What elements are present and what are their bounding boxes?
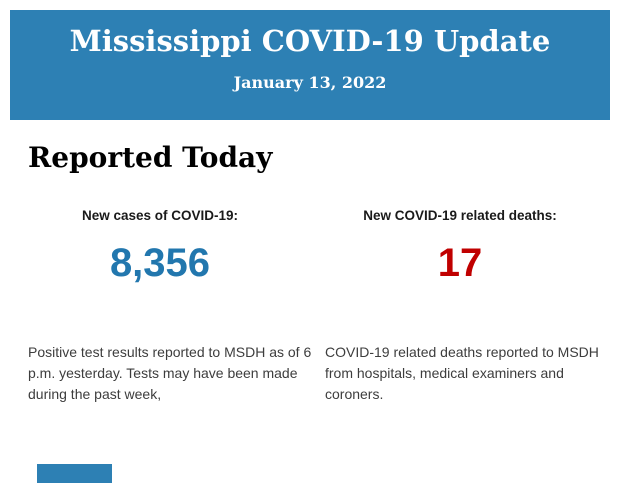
- new-deaths-value: 17: [437, 241, 483, 285]
- stat-new-deaths: New COVID-19 related deaths: 17: [310, 207, 610, 289]
- header-banner: Mississippi COVID-19 Update January 13, …: [10, 10, 610, 120]
- new-deaths-description: COVID-19 related deaths reported to MSDH…: [325, 344, 599, 402]
- header-date: January 13, 2022: [233, 73, 387, 92]
- stat-new-cases: New cases of COVID-19: 8,356: [10, 207, 310, 289]
- section-heading: Reported Today: [28, 141, 273, 174]
- new-cases-description: Positive test results reported to MSDH a…: [28, 344, 312, 402]
- new-cases-value: 8,356: [109, 241, 211, 285]
- new-cases-label: New cases of COVID-19:: [81, 208, 239, 223]
- next-section-partial-block: [37, 464, 112, 483]
- new-deaths-label: New COVID-19 related deaths:: [363, 208, 557, 223]
- stats-row: New cases of COVID-19: 8,356 New COVID-1…: [10, 207, 610, 289]
- page-title: Mississippi COVID-19 Update: [69, 24, 551, 58]
